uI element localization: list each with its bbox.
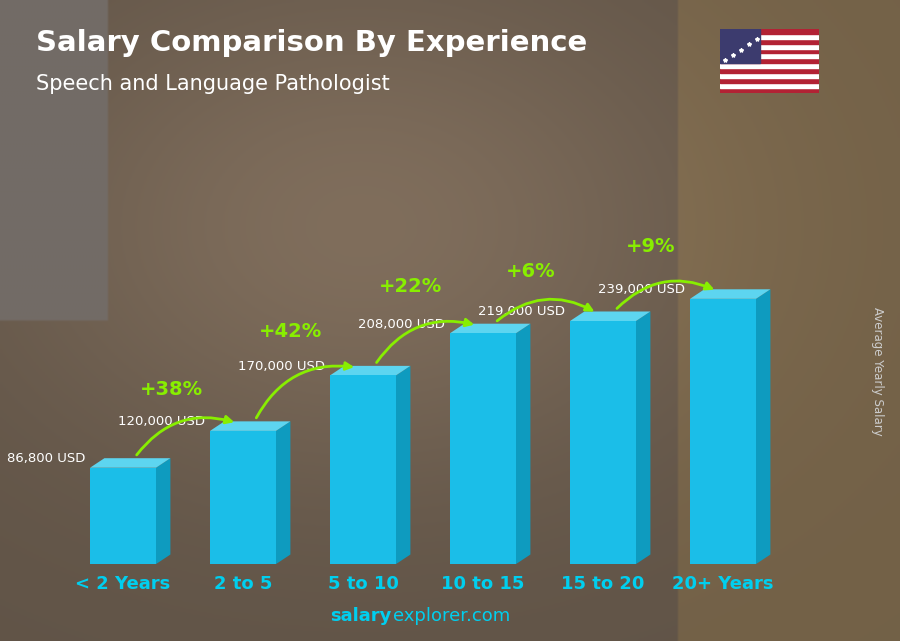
Polygon shape: [330, 366, 410, 376]
Polygon shape: [636, 312, 651, 564]
Bar: [330, 376, 396, 564]
Text: salary: salary: [330, 607, 392, 625]
Bar: [690, 299, 756, 564]
Bar: [720, 83, 819, 88]
Polygon shape: [210, 421, 291, 431]
Text: Average Yearly Salary: Average Yearly Salary: [871, 308, 884, 436]
Text: +42%: +42%: [259, 322, 322, 341]
Text: 170,000 USD: 170,000 USD: [238, 360, 325, 373]
Text: 219,000 USD: 219,000 USD: [478, 305, 565, 319]
Polygon shape: [570, 312, 651, 321]
Bar: [720, 63, 819, 69]
Text: Speech and Language Pathologist: Speech and Language Pathologist: [36, 74, 390, 94]
Polygon shape: [276, 421, 291, 564]
Bar: [720, 49, 819, 53]
Bar: [90, 468, 156, 564]
Bar: [210, 431, 276, 564]
Bar: [450, 333, 516, 564]
Bar: [720, 53, 819, 58]
Bar: [720, 29, 819, 34]
Bar: [720, 69, 819, 73]
Polygon shape: [156, 458, 170, 564]
Text: explorer.com: explorer.com: [393, 607, 510, 625]
Bar: [720, 34, 819, 38]
Text: 86,800 USD: 86,800 USD: [7, 452, 86, 465]
Bar: [720, 38, 819, 44]
Bar: [720, 78, 819, 83]
Text: 208,000 USD: 208,000 USD: [358, 317, 446, 331]
Bar: [720, 44, 819, 49]
Bar: [720, 88, 819, 93]
Text: 239,000 USD: 239,000 USD: [598, 283, 685, 296]
Polygon shape: [756, 289, 770, 564]
Polygon shape: [450, 324, 530, 333]
Polygon shape: [516, 324, 530, 564]
Bar: [720, 29, 760, 63]
Text: +22%: +22%: [380, 277, 443, 296]
Polygon shape: [90, 458, 170, 468]
Text: +9%: +9%: [626, 237, 676, 256]
Bar: [720, 58, 819, 63]
Polygon shape: [396, 366, 410, 564]
Text: 120,000 USD: 120,000 USD: [118, 415, 205, 428]
Bar: [720, 73, 819, 78]
Polygon shape: [690, 289, 770, 299]
Text: +6%: +6%: [506, 262, 556, 281]
Text: +38%: +38%: [140, 380, 202, 399]
Bar: [570, 321, 636, 564]
Text: Salary Comparison By Experience: Salary Comparison By Experience: [36, 29, 587, 57]
